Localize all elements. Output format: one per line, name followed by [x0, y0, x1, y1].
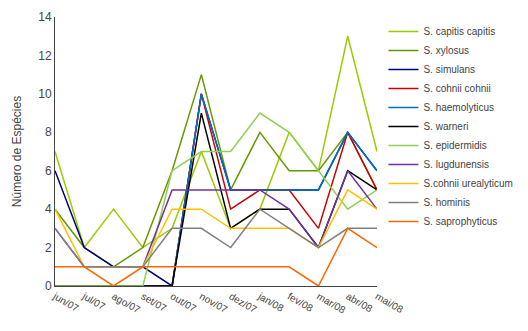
svg-text:S. capitis capitis: S. capitis capitis: [423, 26, 495, 37]
svg-text:ago/07: ago/07: [110, 291, 142, 316]
svg-text:2: 2: [45, 241, 52, 255]
svg-text:mai/08: mai/08: [374, 291, 406, 316]
svg-text:S. saprophyticus: S. saprophyticus: [423, 216, 497, 227]
svg-text:set/07: set/07: [139, 291, 168, 314]
svg-text:dez/07: dez/07: [227, 291, 259, 316]
svg-text:S. hominis: S. hominis: [423, 197, 470, 208]
svg-text:S.cohnii urealyticum: S.cohnii urealyticum: [423, 178, 512, 189]
svg-text:S. warneri: S. warneri: [423, 121, 468, 132]
svg-text:fev/08: fev/08: [286, 291, 315, 314]
svg-text:nov/07: nov/07: [198, 291, 230, 316]
svg-text:12: 12: [38, 49, 52, 63]
svg-text:Número de Espécies: Número de Espécies: [10, 96, 24, 207]
svg-text:S. xylosus: S. xylosus: [423, 45, 469, 56]
svg-text:S. epidermidis: S. epidermidis: [423, 140, 486, 151]
svg-text:jun/07: jun/07: [51, 290, 81, 314]
svg-text:14: 14: [38, 10, 52, 24]
svg-text:S. cohnii cohnii: S. cohnii cohnii: [423, 83, 490, 94]
svg-text:10: 10: [38, 87, 52, 101]
svg-text:6: 6: [45, 164, 52, 178]
svg-text:abr/08: abr/08: [344, 291, 374, 315]
svg-text:0: 0: [45, 279, 52, 293]
svg-text:jan/08: jan/08: [256, 290, 286, 314]
svg-text:S. lugdunensis: S. lugdunensis: [423, 159, 489, 170]
svg-text:jul/07: jul/07: [80, 290, 107, 312]
svg-text:S. haemolyticus: S. haemolyticus: [423, 102, 494, 113]
svg-text:4: 4: [45, 202, 52, 216]
svg-text:S. simulans: S. simulans: [423, 64, 475, 75]
svg-text:mar/08: mar/08: [315, 291, 348, 316]
svg-text:out/07: out/07: [169, 291, 199, 315]
svg-text:8: 8: [45, 125, 52, 139]
